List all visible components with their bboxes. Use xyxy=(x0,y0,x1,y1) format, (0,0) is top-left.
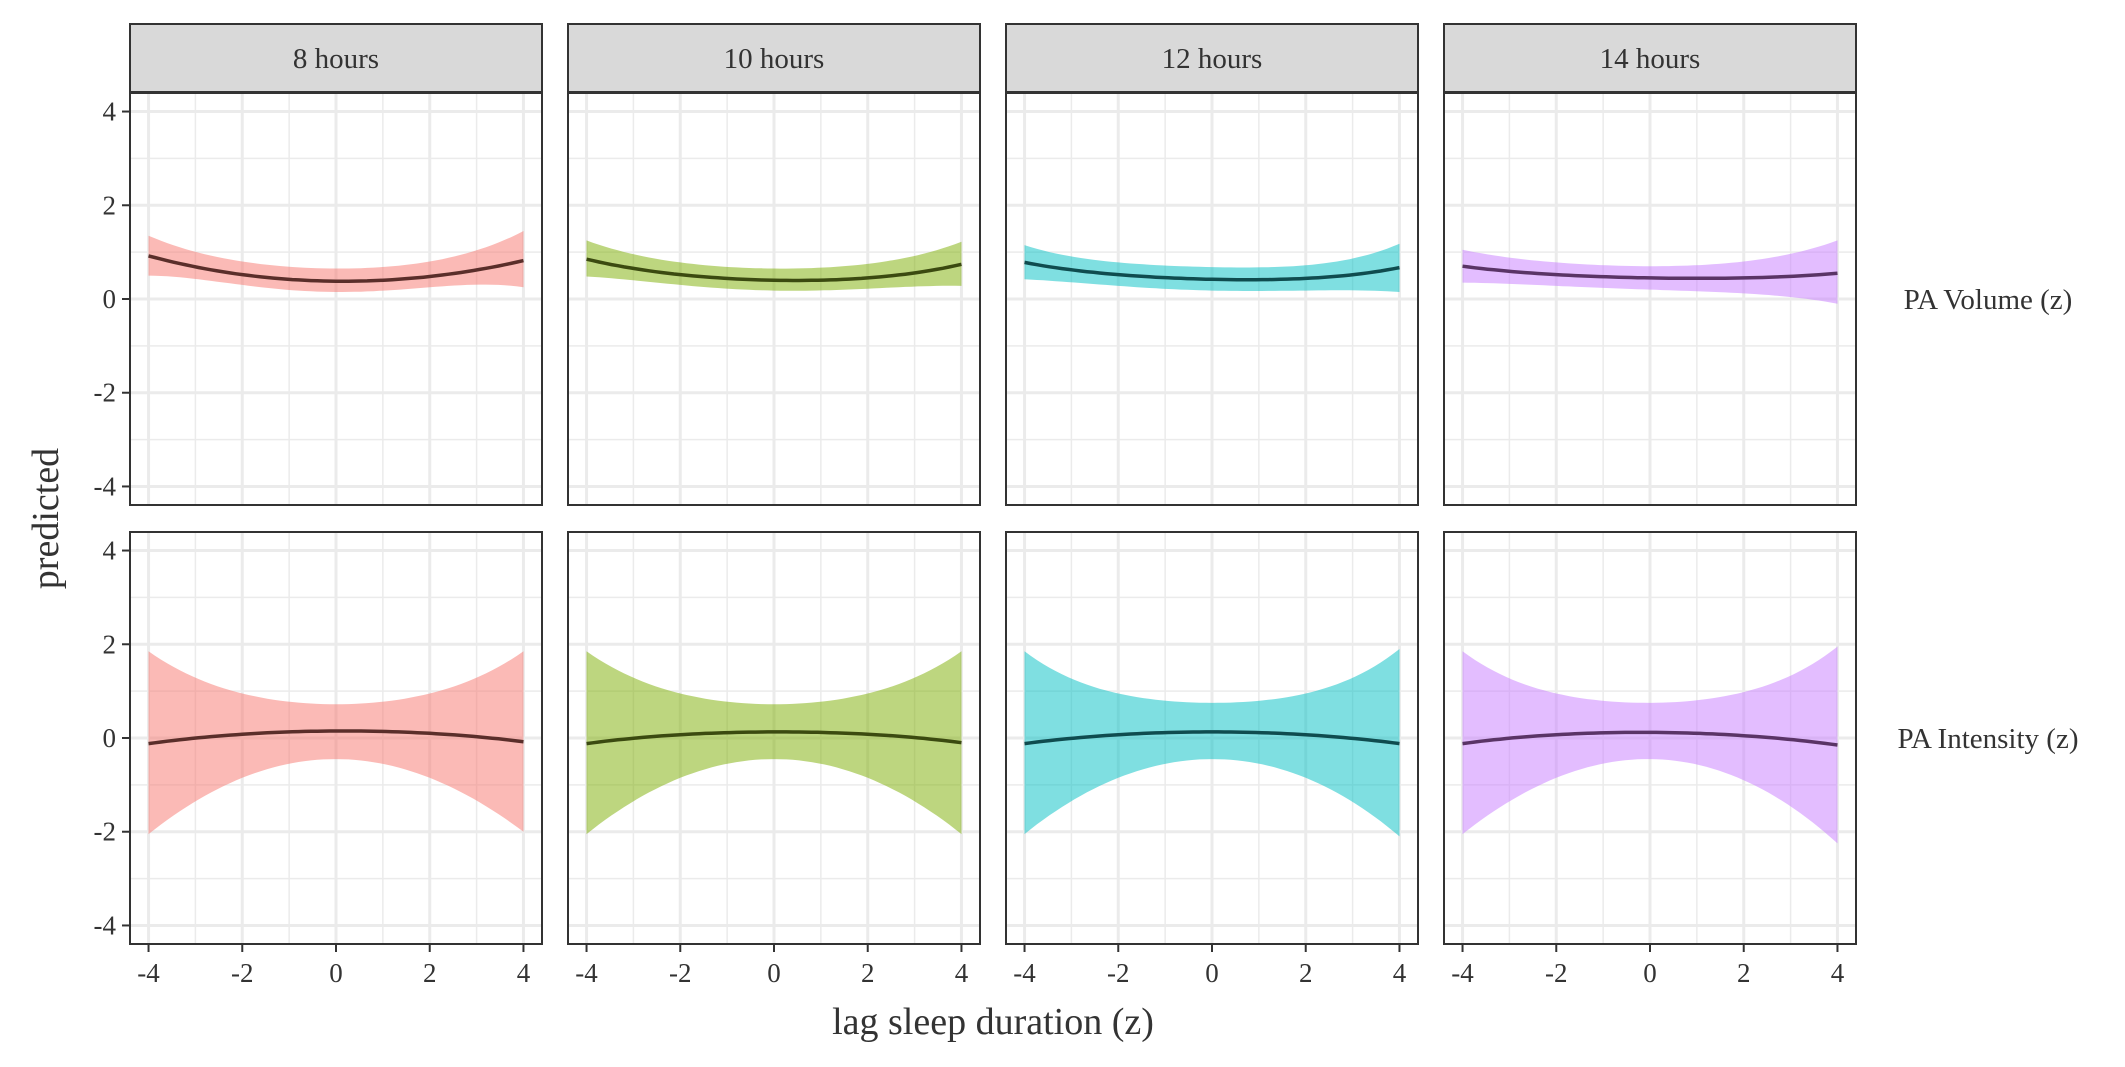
facet-strip-2: 12 hours xyxy=(1005,23,1419,93)
facet-strip-0: 8 hours xyxy=(129,23,543,93)
x-tick-label: 0 xyxy=(1643,958,1657,988)
fitted-line xyxy=(148,254,524,283)
x-tick-label: 4 xyxy=(1393,958,1407,988)
panel-0-3 xyxy=(1443,92,1857,506)
x-tick-label: 4 xyxy=(955,958,969,988)
x-tick-label: 2 xyxy=(861,958,875,988)
panel-0-2 xyxy=(1005,92,1419,506)
x-tick-label: -2 xyxy=(231,958,254,988)
panel-1-3: -4 -2 0 2 4 xyxy=(1443,531,1857,988)
y-axis-title: predicted xyxy=(25,448,67,589)
panel-1-0: -4 -2 0 2 4 -4 -2 0 2 4 xyxy=(94,531,543,988)
facet-strip-label: 14 hours xyxy=(1600,43,1701,75)
fitted-line xyxy=(148,729,524,746)
x-tick-label: -2 xyxy=(1107,958,1130,988)
x-axis-title: lag sleep duration (z) xyxy=(832,1001,1154,1043)
fitted-line xyxy=(1024,260,1400,282)
panel-1-2: -4 -2 0 2 4 xyxy=(1005,531,1419,988)
panel-0-0: -4 -2 0 2 4 xyxy=(94,92,543,506)
x-tick-label: -4 xyxy=(137,958,160,988)
facet-strip-bg xyxy=(567,23,981,93)
fitted-line xyxy=(1024,730,1400,746)
facet-strip-bg xyxy=(1443,23,1857,93)
x-tick-label: -4 xyxy=(1013,958,1036,988)
facet-strip-bg xyxy=(1005,23,1419,93)
panel-border xyxy=(1005,92,1419,506)
panel-border xyxy=(1443,92,1857,506)
facet-strip-label: 8 hours xyxy=(293,43,379,75)
y-tick-label: 0 xyxy=(103,284,117,314)
x-tick-label: -2 xyxy=(1545,958,1568,988)
facet-strip-3: 14 hours xyxy=(1443,23,1857,93)
fitted-line xyxy=(586,257,962,283)
facet-strip-1: 10 hours xyxy=(567,23,981,93)
fitted-line xyxy=(1462,730,1838,747)
x-tick-label: -4 xyxy=(1451,958,1474,988)
facet-row-label-0: PA Volume (z) xyxy=(1904,284,2073,316)
fitted-line xyxy=(1462,264,1838,281)
x-tick-label: 4 xyxy=(517,958,531,988)
confidence-ribbon xyxy=(1024,649,1400,837)
fitted-line xyxy=(586,730,962,746)
confidence-ribbon xyxy=(1462,240,1838,304)
facet-strip-label: 10 hours xyxy=(724,43,825,75)
x-tick-label: 0 xyxy=(329,958,343,988)
y-tick-label: 2 xyxy=(103,190,117,220)
x-tick-label: -2 xyxy=(669,958,692,988)
panel-border xyxy=(567,92,981,506)
y-tick-label: 2 xyxy=(103,629,117,659)
panel-0-1 xyxy=(567,92,981,506)
x-tick-label: 0 xyxy=(1205,958,1219,988)
y-tick-label: -4 xyxy=(94,471,117,501)
x-tick-label: 2 xyxy=(423,958,437,988)
y-tick-label: -4 xyxy=(94,910,117,940)
confidence-ribbon xyxy=(586,651,962,835)
x-tick-label: 4 xyxy=(1831,958,1845,988)
x-tick-label: 2 xyxy=(1299,958,1313,988)
panel-1-1: -4 -2 0 2 4 xyxy=(567,531,981,988)
facet-strip-label: 12 hours xyxy=(1162,43,1263,75)
facet-row-label-1: PA Intensity (z) xyxy=(1898,723,2079,755)
y-tick-label: 4 xyxy=(103,536,117,566)
y-tick-label: 0 xyxy=(103,723,117,753)
facet-strip-bg xyxy=(129,23,543,93)
y-tick-label: -2 xyxy=(94,378,117,408)
y-tick-label: -2 xyxy=(94,817,117,847)
confidence-ribbon xyxy=(1462,646,1838,844)
y-tick-label: 4 xyxy=(103,97,117,127)
x-tick-label: -4 xyxy=(575,958,598,988)
confidence-ribbon xyxy=(148,651,524,835)
x-tick-label: 2 xyxy=(1737,958,1751,988)
x-tick-label: 0 xyxy=(767,958,781,988)
